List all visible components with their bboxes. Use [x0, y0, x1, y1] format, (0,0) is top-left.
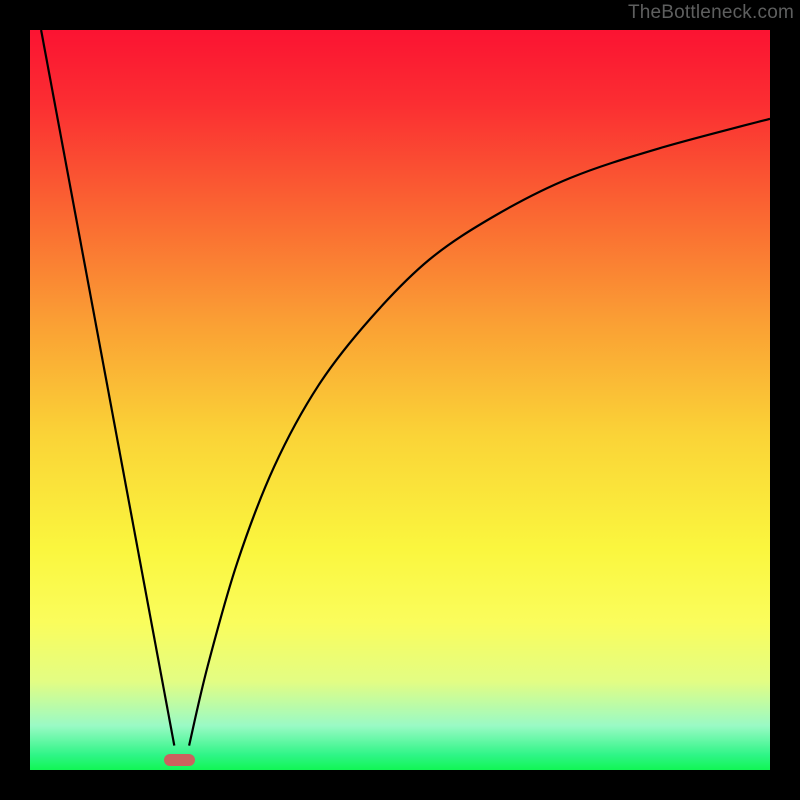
chart-frame — [0, 0, 800, 800]
bottleneck-curve — [30, 30, 770, 770]
attribution-text: TheBottleneck.com — [628, 2, 794, 24]
min-marker — [164, 754, 196, 766]
plot-area — [30, 30, 770, 770]
